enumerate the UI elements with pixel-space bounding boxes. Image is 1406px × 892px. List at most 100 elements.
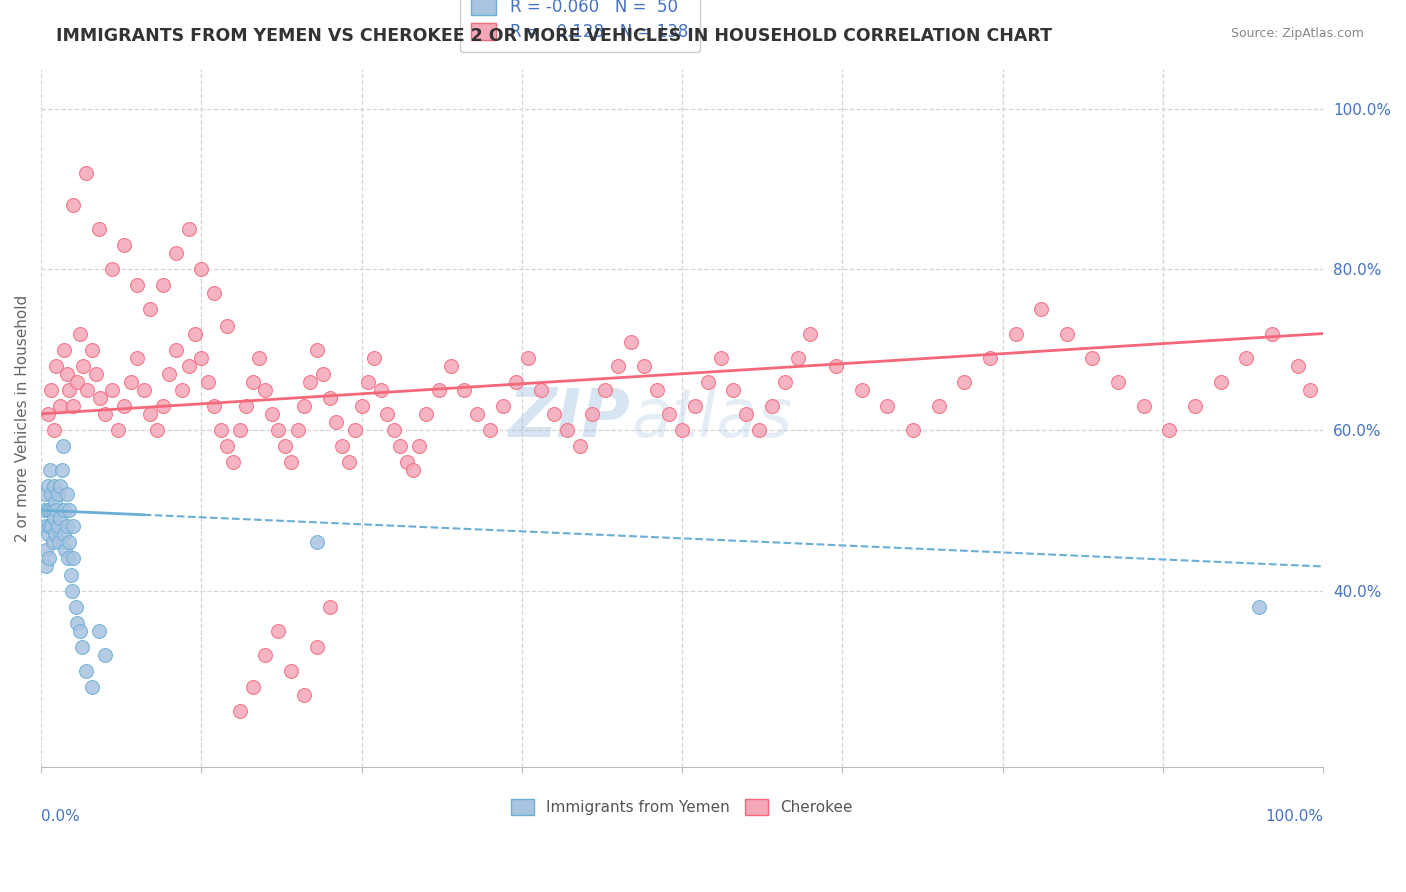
Text: ZIP: ZIP [509,384,631,450]
Point [901,423,924,437]
Point [242,680,264,694]
Point [305,640,328,654]
Point [114,238,136,252]
Point [280,664,302,678]
Point [1249,599,1271,614]
Point [32,503,55,517]
Point [42,479,65,493]
Point [620,334,643,349]
Point [120,375,142,389]
Point [37,479,59,493]
Point [555,423,578,437]
Point [127,351,149,365]
Point [312,367,335,381]
Point [82,343,104,357]
Point [607,359,630,373]
Point [55,543,77,558]
Point [42,423,65,437]
Point [851,383,873,397]
Point [1056,326,1078,341]
Point [350,399,373,413]
Point [76,383,98,397]
Point [87,222,110,236]
Text: atlas: atlas [631,384,792,450]
Point [723,383,745,397]
Point [69,624,91,638]
Point [190,262,212,277]
Point [568,439,591,453]
Point [325,415,347,429]
Point [292,399,315,413]
Point [172,383,194,397]
Point [209,423,232,437]
Point [177,359,200,373]
Point [274,439,297,453]
Point [928,399,950,413]
Point [53,527,76,541]
Point [478,423,501,437]
Point [45,359,67,373]
Point [49,479,72,493]
Point [49,399,72,413]
Point [42,511,65,525]
Point [127,278,149,293]
Point [55,487,77,501]
Point [505,375,527,389]
Point [370,383,392,397]
Point [581,407,603,421]
Text: Source: ZipAtlas.com: Source: ZipAtlas.com [1230,27,1364,40]
Point [65,599,87,614]
Point [41,503,63,517]
Point [62,551,84,566]
Point [45,503,67,517]
Point [66,615,89,630]
Point [87,624,110,638]
Point [382,423,405,437]
Point [35,559,58,574]
Point [197,375,219,389]
Point [52,439,75,453]
Point [53,343,76,357]
Point [235,399,257,413]
Point [157,367,180,381]
Point [260,407,283,421]
Point [1184,399,1206,413]
Point [825,359,848,373]
Point [39,503,62,517]
Legend: Immigrants from Yemen, Cherokee: Immigrants from Yemen, Cherokee [503,791,860,822]
Point [41,519,63,533]
Point [344,423,367,437]
Point [799,326,821,341]
Point [37,527,59,541]
Point [41,535,63,549]
Point [318,599,340,614]
Point [1299,383,1322,397]
Point [202,399,225,413]
Point [145,423,167,437]
Point [165,343,187,357]
Point [696,375,718,389]
Point [389,439,412,453]
Point [139,302,162,317]
Point [37,407,59,421]
Point [593,383,616,397]
Point [953,375,976,389]
Point [1234,351,1257,365]
Point [58,503,80,517]
Point [44,527,66,541]
Point [1261,326,1284,341]
Point [34,487,56,501]
Point [55,519,77,533]
Point [402,463,425,477]
Point [56,551,79,566]
Point [710,351,733,365]
Point [53,503,76,517]
Point [1004,326,1026,341]
Point [37,503,59,517]
Point [332,439,354,453]
Point [465,407,488,421]
Point [62,519,84,533]
Point [530,383,553,397]
Point [46,519,69,533]
Point [58,383,80,397]
